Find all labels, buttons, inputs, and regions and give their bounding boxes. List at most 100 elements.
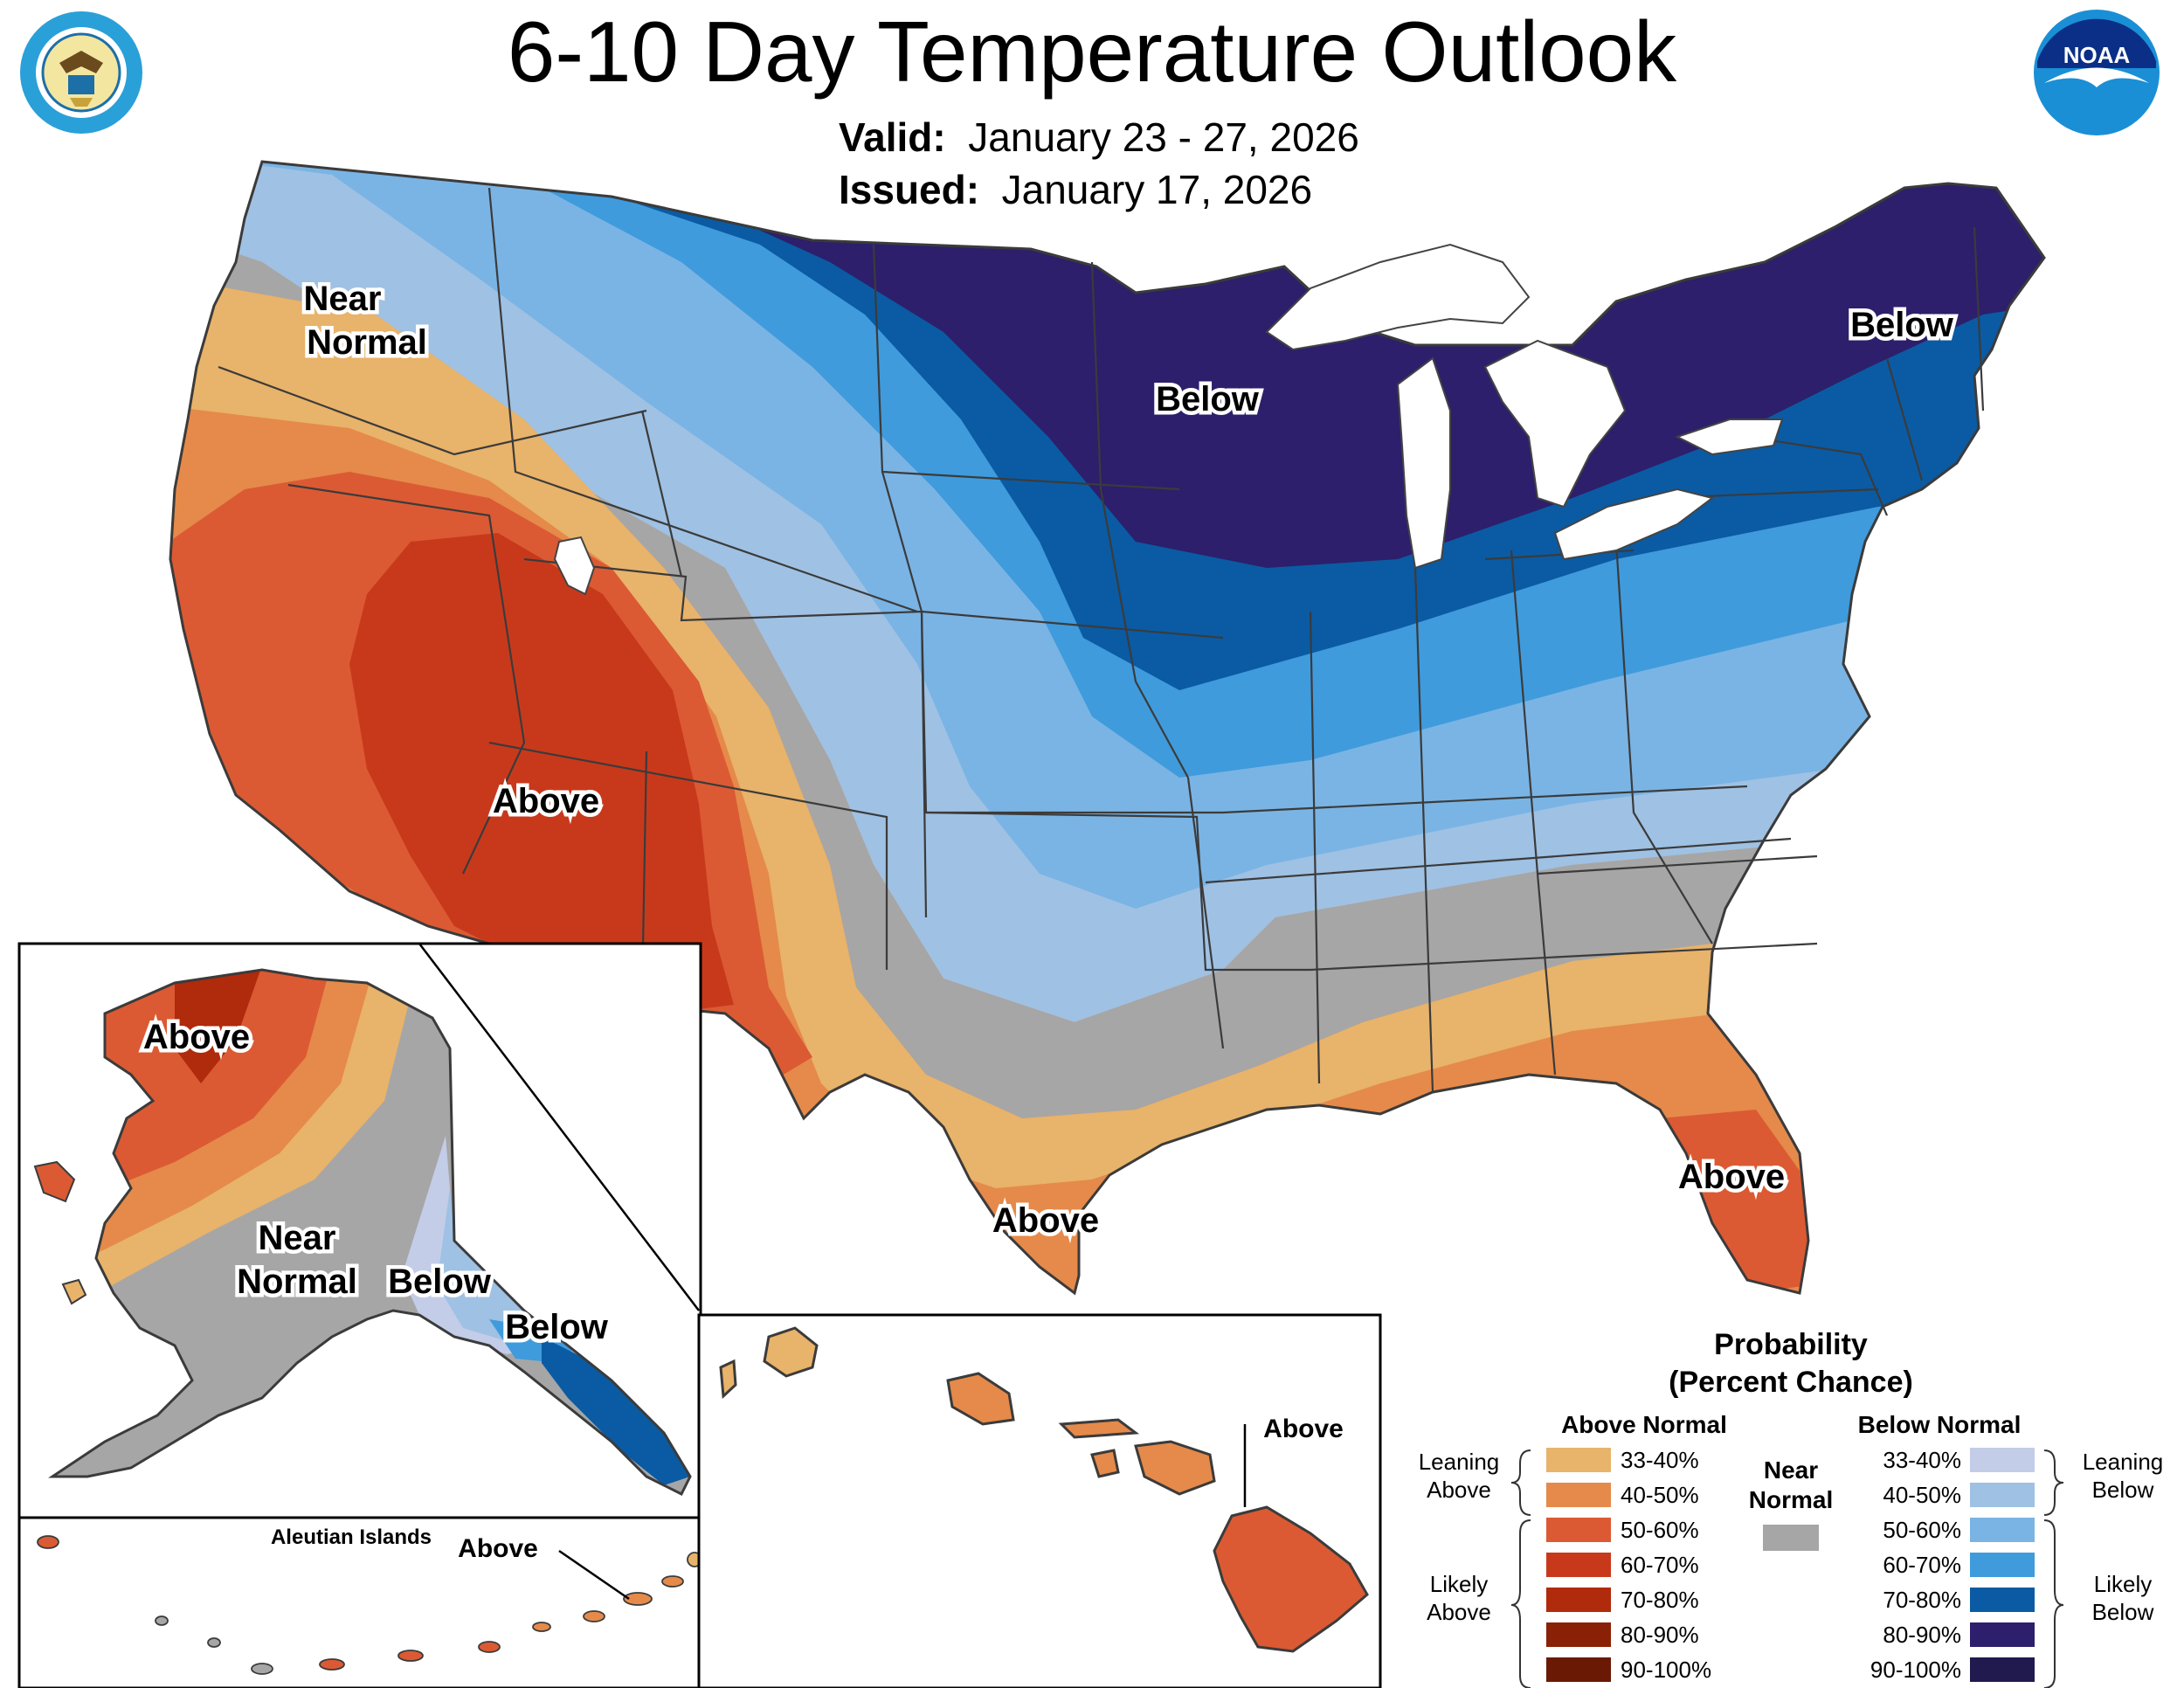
- legend-below-swatch-5: [1970, 1622, 2035, 1647]
- legend-braces: [1510, 1449, 2064, 1688]
- band-above-33: [170, 271, 1721, 1188]
- label-alaska-above: Above: [143, 1018, 250, 1056]
- legend-title-line1: Probability: [1714, 1328, 1868, 1361]
- conus-probability-map: [170, 162, 2044, 1293]
- aleutian-above-pointer: [558, 1549, 630, 1601]
- legend-above-label-5: 80-90%: [1621, 1622, 1699, 1648]
- aleutian-inset: [17, 1516, 702, 1688]
- legend-below-label-3: 60-70%: [1883, 1552, 1961, 1578]
- legend-above-swatch-2: [1546, 1518, 1611, 1542]
- legend-above-label-0: 33-40%: [1621, 1447, 1699, 1473]
- island-molokai: [1058, 1418, 1140, 1439]
- legend-below-swatch-1: [1970, 1483, 2035, 1507]
- legend-below-label-0: 33-40%: [1883, 1447, 1961, 1473]
- lake-ontario: [1675, 419, 1784, 456]
- band-near-normal: [170, 218, 2044, 1118]
- legend-above-label-6: 90-100%: [1621, 1657, 1711, 1683]
- legend-below-header: Below Normal: [1858, 1411, 2022, 1438]
- ak-band-below-33: [402, 1136, 559, 1354]
- valid-dates: January 23 - 27, 2026: [968, 114, 1359, 160]
- commerce-seal-icon: [20, 11, 142, 134]
- legend-above-swatch-0: [1546, 1448, 1611, 1472]
- alaska-outline: [48, 968, 692, 1497]
- alaska-island-st-lawrence: [33, 1160, 76, 1203]
- page-title: 6-10 Day Temperature Outlook: [507, 3, 1677, 100]
- band-above-60: [349, 533, 734, 1013]
- legend-near-normal-swatch: [1763, 1525, 1819, 1551]
- legend-above-label-1: 40-50%: [1621, 1482, 1699, 1508]
- alaska-island-nunivak: [61, 1278, 87, 1305]
- legend-leaning-below-line2: Below: [2092, 1477, 2154, 1503]
- lake-huron: [1483, 339, 1627, 508]
- legend-above-swatch-3: [1546, 1553, 1611, 1577]
- legend-leaning-above-line2: Above: [1427, 1477, 1491, 1503]
- legend-above-swatch-6: [1546, 1657, 1611, 1682]
- legend-below-swatch-4: [1970, 1588, 2035, 1612]
- ak-band-above-70: [175, 970, 262, 1083]
- legend-likely-above-line2: Above: [1427, 1599, 1491, 1625]
- great-lakes: [553, 243, 1784, 596]
- legend-above-swatch-5: [1546, 1622, 1611, 1647]
- aleutian-frame: [17, 1516, 702, 1688]
- legend-below-label-4: 70-80%: [1883, 1587, 1961, 1613]
- aleutian-islands: [37, 1535, 702, 1675]
- legend-below-swatch-2: [1970, 1518, 2035, 1542]
- state-boundaries: [218, 187, 1985, 1093]
- valid-label: Valid:: [839, 114, 946, 160]
- legend-likely-below-line2: Below: [2092, 1599, 2154, 1625]
- label-alaska-near-line2: Normal: [237, 1263, 357, 1301]
- island-big-island: [1213, 1505, 1369, 1653]
- label-aleutian-above: Above: [458, 1534, 538, 1563]
- label-aleutian-islands: Aleutian Islands: [271, 1525, 432, 1549]
- lake-michigan: [1396, 356, 1451, 570]
- alaska-inset: [17, 942, 702, 1519]
- label-near-normal-west-line2: Normal: [307, 323, 427, 362]
- island-kauai: [763, 1326, 819, 1378]
- legend-below-rows: 33-40% 40-50% 50-60% 60-70% 70-80% 80-90% 90-1…: [1870, 1447, 2035, 1683]
- legend-below-label-2: 50-60%: [1883, 1517, 1961, 1543]
- valid-line: Valid: January 23 - 27, 2026: [839, 114, 1359, 161]
- hawaii-islands: [719, 1326, 1369, 1653]
- legend-above-header: Above Normal: [1561, 1411, 1727, 1438]
- great-salt-lake: [553, 536, 596, 596]
- legend-below-swatch-0: [1970, 1448, 2035, 1472]
- issued-line: Issued: January 17, 2026: [839, 166, 1312, 213]
- legend-below-label-6: 90-100%: [1870, 1657, 1961, 1683]
- legend-near-header-line1: Near: [1764, 1456, 1818, 1484]
- island-oahu: [946, 1372, 1015, 1426]
- band-above-50-florida: [1660, 1110, 1817, 1293]
- legend-near-header-line2: Normal: [1749, 1486, 1833, 1513]
- legend-above-label-2: 50-60%: [1621, 1517, 1699, 1543]
- legend-likely-below-line1: Likely: [2094, 1571, 2152, 1597]
- lake-superior: [1265, 243, 1531, 351]
- island-maui: [1134, 1440, 1216, 1496]
- ak-band-below-70: [542, 1337, 690, 1485]
- legend-above-label-3: 60-70%: [1621, 1552, 1699, 1578]
- label-above-texas: Above: [992, 1201, 1099, 1240]
- legend-leaning-above-line1: Leaning: [1419, 1449, 1500, 1475]
- lake-erie: [1553, 488, 1715, 561]
- issued-date: January 17, 2026: [1001, 167, 1313, 212]
- legend-below-swatch-3: [1970, 1553, 2035, 1577]
- legend-below-label-5: 80-90%: [1883, 1622, 1961, 1648]
- label-alaska-below-1: Below: [388, 1263, 492, 1301]
- label-above-florida: Above: [1678, 1158, 1785, 1196]
- map-labels: Near Normal Below Below Above Above Abov…: [139, 276, 1958, 1564]
- label-alaska-near-line1: Near: [259, 1219, 336, 1257]
- legend-likely-above-line1: Likely: [1430, 1571, 1488, 1597]
- island-lanai: [1090, 1449, 1120, 1478]
- noaa-logo-icon: NOAA: [2034, 10, 2160, 135]
- island-niihau: [719, 1359, 737, 1400]
- noaa-logo-text: NOAA: [2063, 42, 2131, 68]
- label-below-northeast: Below: [1850, 306, 1954, 344]
- legend-above-swatch-4: [1546, 1588, 1611, 1612]
- legend-leaning-below-line1: Leaning: [2083, 1449, 2164, 1475]
- legend: Probability (Percent Chance) Above Norma…: [1419, 1328, 2164, 1688]
- label-above-southwest: Above: [493, 782, 599, 820]
- label-alaska-below-2: Below: [505, 1308, 609, 1346]
- legend-above-swatch-1: [1546, 1483, 1611, 1507]
- label-below-midwest: Below: [1156, 380, 1260, 419]
- legend-title-line2: (Percent Chance): [1669, 1366, 1913, 1399]
